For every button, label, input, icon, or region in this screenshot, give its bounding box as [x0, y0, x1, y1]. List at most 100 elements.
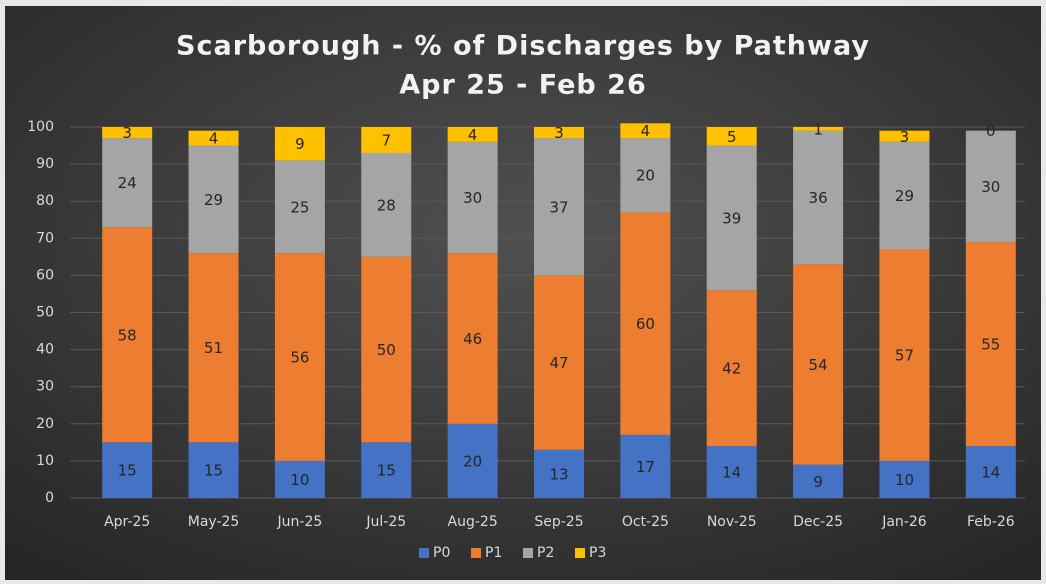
- y-tick-label: 40: [36, 342, 54, 358]
- data-label: 3: [554, 124, 564, 142]
- x-tick-label: Dec-25: [793, 514, 843, 530]
- legend-swatch: [523, 548, 533, 558]
- bar-segment: [879, 249, 930, 461]
- data-label: 56: [290, 349, 309, 367]
- bar-segment: [361, 152, 412, 257]
- data-label: 5: [727, 128, 737, 146]
- bar-segment: [879, 130, 930, 142]
- data-label: 20: [636, 167, 655, 185]
- bar-segment: [102, 227, 153, 443]
- bar-segment: [534, 449, 584, 498]
- data-label: 4: [209, 130, 219, 148]
- bar-segment: [274, 460, 325, 498]
- bar-segment: [447, 141, 498, 254]
- data-label: 29: [895, 187, 914, 205]
- data-label: 60: [636, 315, 655, 333]
- legend-label: P1: [485, 545, 502, 561]
- bar-segment: [447, 253, 498, 424]
- bar-segment: [361, 442, 412, 498]
- data-label: 51: [204, 339, 223, 357]
- y-tick-label: 100: [27, 119, 54, 135]
- data-label: 30: [463, 189, 482, 207]
- data-label: 9: [295, 135, 305, 153]
- bar-segment: [361, 127, 412, 153]
- x-tick-label: May-25: [188, 514, 240, 530]
- chart-title: Scarborough - % of Discharges by Pathway: [176, 31, 870, 62]
- x-tick-label: Jul-25: [365, 514, 406, 530]
- bar-segment: [620, 138, 671, 213]
- background: [5, 6, 1041, 580]
- data-label: 46: [463, 330, 482, 348]
- bar-segment: [620, 123, 671, 139]
- bar-segment: [879, 141, 930, 250]
- y-tick-label: 20: [36, 416, 54, 432]
- data-label: 3: [900, 128, 910, 146]
- bar-segment: [102, 127, 153, 139]
- x-tick-label: Jun-25: [277, 514, 323, 530]
- legend-swatch: [419, 548, 429, 558]
- bar-segment: [965, 242, 1016, 447]
- data-label: 14: [981, 464, 1000, 482]
- x-tick-label: Aug-25: [448, 514, 498, 530]
- data-label: 25: [290, 198, 309, 216]
- legend-label: P0: [433, 545, 450, 561]
- bar-segment: [447, 423, 498, 498]
- data-label: 57: [895, 347, 914, 365]
- data-label: 28: [377, 196, 396, 214]
- data-label: 10: [895, 471, 914, 489]
- data-label: 1: [813, 120, 823, 138]
- bar-segment: [620, 434, 671, 498]
- legend-label: P2: [537, 545, 554, 561]
- bar-segment: [274, 253, 325, 461]
- y-tick-label: 80: [36, 193, 54, 209]
- data-label: 9: [813, 473, 823, 491]
- data-label: 29: [204, 191, 223, 209]
- x-tick-label: Jan-26: [881, 514, 927, 530]
- bar-segment: [965, 446, 1016, 498]
- data-label: 14: [722, 464, 741, 482]
- bar-segment: [706, 290, 757, 447]
- bar-segment: [793, 264, 844, 465]
- data-label: 10: [290, 471, 309, 489]
- data-label: 17: [636, 458, 655, 476]
- data-label: 58: [118, 326, 137, 344]
- bar-segment: [879, 460, 930, 498]
- bar-segment: [534, 127, 584, 139]
- y-tick-label: 60: [36, 267, 54, 283]
- y-tick-label: 0: [45, 490, 54, 506]
- bar-segment: [620, 212, 671, 435]
- bar-segment: [706, 127, 757, 146]
- data-label: 55: [981, 336, 1000, 354]
- chart-subtitle: Apr 25 - Feb 26: [399, 70, 646, 101]
- data-label: 20: [463, 452, 482, 470]
- data-label: 42: [722, 360, 741, 378]
- data-label: 15: [204, 462, 223, 480]
- bar-segment: [534, 138, 584, 276]
- x-tick-label: Sep-25: [534, 514, 583, 530]
- bar-segment: [965, 130, 1016, 243]
- x-tick-label: Nov-25: [707, 514, 757, 530]
- legend-swatch: [471, 548, 481, 558]
- bar-segment: [793, 464, 844, 498]
- data-label: 47: [549, 354, 568, 372]
- data-label: 4: [641, 122, 651, 140]
- data-label: 30: [981, 178, 1000, 196]
- data-label: 4: [468, 126, 478, 144]
- data-label: 54: [809, 356, 828, 374]
- bar-segment: [188, 145, 239, 254]
- legend-label: P3: [589, 545, 606, 561]
- data-label: 36: [809, 189, 828, 207]
- x-tick-label: Oct-25: [622, 514, 669, 530]
- bar-segment: [274, 127, 325, 161]
- bar-segment: [361, 256, 412, 443]
- data-label: 0: [986, 122, 996, 140]
- bar-segment: [274, 160, 325, 254]
- bar-segment: [534, 275, 584, 450]
- legend-swatch: [575, 548, 585, 558]
- bar-segment: [793, 127, 844, 131]
- y-tick-label: 70: [36, 230, 54, 246]
- bar-segment: [706, 145, 757, 291]
- y-tick-label: 90: [36, 156, 54, 172]
- data-label: 50: [377, 341, 396, 359]
